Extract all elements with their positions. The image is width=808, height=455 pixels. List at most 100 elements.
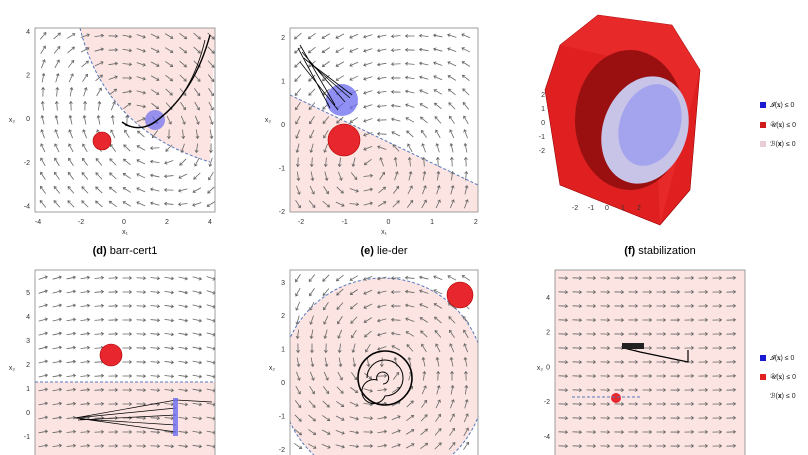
field-arrow [614, 444, 625, 448]
y-tick-label: 2 [26, 362, 30, 369]
field-arrow [337, 371, 343, 381]
field-arrow [433, 275, 443, 280]
field-arrow [178, 374, 189, 379]
field-arrow [122, 173, 131, 179]
field-arrow [66, 415, 77, 420]
field-arrow [349, 444, 360, 449]
field-arrow [433, 303, 443, 309]
field-arrow [163, 174, 174, 179]
field-arrow [336, 288, 344, 296]
field-arrow [321, 74, 330, 82]
field-arrow [194, 157, 200, 167]
field-arrow [436, 185, 441, 195]
field-arrow [614, 304, 625, 308]
field-arrow [295, 102, 301, 111]
field-arrow [309, 329, 314, 340]
field-arrow [206, 444, 215, 449]
field-arrow [656, 430, 667, 434]
field-arrow [52, 275, 63, 280]
field-arrow [586, 444, 597, 448]
y-tick-label: 2 [541, 92, 545, 99]
field-arrow [164, 360, 175, 365]
field-arrow [366, 357, 371, 368]
field-arrow [66, 303, 77, 308]
field-arrow [122, 89, 133, 94]
y-tick-label: -2 [24, 160, 30, 167]
field-arrow [433, 89, 443, 95]
field-arrow [38, 401, 49, 406]
field-arrow [586, 388, 597, 392]
field-arrow [712, 304, 723, 308]
field-arrow [351, 157, 356, 168]
vector-field [294, 32, 471, 209]
field-arrow [180, 143, 185, 153]
field-arrow [322, 200, 330, 208]
field-arrow [600, 444, 611, 448]
x-tick-label: -2 [298, 219, 304, 226]
field-arrow [450, 184, 455, 195]
y-tick-label: 0 [541, 120, 545, 127]
field-arrow [350, 172, 358, 181]
field-arrow [450, 384, 455, 395]
field-arrow [614, 430, 625, 434]
field-arrow [558, 290, 569, 295]
field-arrow [349, 61, 359, 67]
x-tick-label: 1 [430, 219, 434, 226]
field-arrow [390, 276, 401, 281]
field-arrow [364, 330, 372, 338]
field-arrow [390, 62, 401, 67]
field-arrow [656, 318, 667, 322]
field-arrow [670, 290, 681, 294]
field-arrow [52, 443, 63, 448]
field-arrow [82, 129, 88, 139]
field-arrow [136, 416, 147, 420]
field-arrow [67, 46, 75, 54]
field-arrow [309, 157, 314, 168]
field-arrow [41, 72, 46, 83]
field-arrow [52, 289, 63, 294]
field-arrow [39, 185, 46, 194]
field-arrow [178, 416, 189, 421]
field-arrow [38, 443, 49, 448]
field-arrow [180, 102, 186, 111]
field-arrow [600, 304, 611, 308]
field-arrow [393, 185, 400, 194]
field-arrow [94, 275, 105, 280]
field-arrow [122, 187, 132, 193]
field-arrow [421, 343, 427, 353]
field-arrow [308, 400, 316, 408]
field-arrow [698, 318, 709, 322]
field-arrow [309, 385, 315, 395]
x-tick-label: 2 [637, 205, 641, 212]
field-arrow [192, 202, 202, 207]
field-arrow [558, 430, 569, 435]
field-arrow [338, 357, 343, 368]
field-arrow [628, 290, 639, 294]
field-arrow [294, 443, 303, 449]
field-arrow [52, 387, 63, 392]
field-arrow [463, 329, 469, 339]
panel-f-marks [572, 343, 689, 403]
field-arrow [294, 428, 303, 436]
legend-bottom: 𝓘(𝐱) ≤ 0 𝒰(𝐱) ≤ 0 ℬ(𝐱) ≤ 0 [760, 355, 796, 400]
field-arrow [404, 34, 415, 38]
field-arrow [684, 374, 695, 378]
field-arrow [420, 116, 428, 124]
field-arrow [572, 430, 583, 434]
field-arrow [68, 73, 74, 83]
field-arrow [66, 331, 77, 336]
field-arrow [193, 32, 201, 40]
field-arrow [379, 157, 384, 167]
field-arrow [377, 201, 387, 207]
field-arrow [322, 274, 330, 282]
field-arrow [66, 401, 77, 406]
field-arrow [449, 142, 454, 153]
field-arrow [179, 33, 188, 40]
field-arrow [40, 171, 46, 180]
field-arrow [726, 317, 737, 322]
field-arrow [209, 143, 213, 154]
field-arrow [163, 201, 174, 206]
field-arrow [321, 429, 331, 435]
field-arrow [363, 145, 373, 151]
